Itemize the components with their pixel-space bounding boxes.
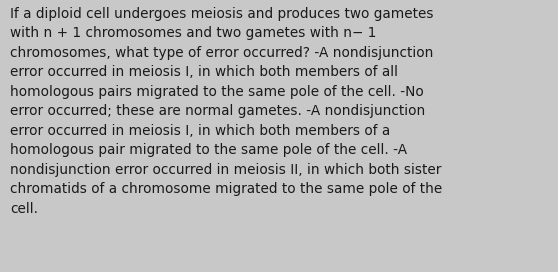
Text: If a diploid cell undergoes meiosis and produces two gametes
with n + 1 chromoso: If a diploid cell undergoes meiosis and …	[10, 7, 442, 216]
